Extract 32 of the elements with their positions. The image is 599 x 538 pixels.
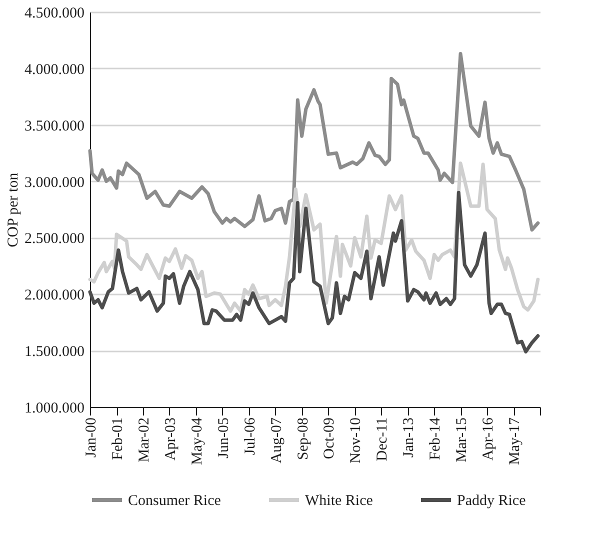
x-tick-label: May-17 xyxy=(507,417,524,465)
x-tick-label: Mar-15 xyxy=(454,418,470,462)
legend-label: White Rice xyxy=(305,493,374,509)
x-tick-label: Jun-05 xyxy=(216,418,232,458)
line-series xyxy=(88,52,540,232)
x-tick-label: Dec-11 xyxy=(374,418,391,462)
x-tick-label: Sep-08 xyxy=(295,418,312,460)
x-tick-label: May-04 xyxy=(189,417,206,465)
x-tick-label: Apr-16 xyxy=(480,417,497,461)
line-series xyxy=(88,190,540,354)
legend-label: Paddy Rice xyxy=(457,493,526,509)
y-tick-label: 1.000.000 xyxy=(24,400,84,416)
y-axis-title: COP per ton xyxy=(6,172,22,248)
x-tick-label: Jan-13 xyxy=(401,418,418,458)
x-tick-label: Feb-14 xyxy=(428,417,444,460)
line-series xyxy=(88,161,540,313)
x-tick-label: Aug-07 xyxy=(268,417,285,464)
x-tick-label: Feb-01 xyxy=(110,418,126,460)
legend-label: Consumer Rice xyxy=(128,493,222,509)
x-tick-label: Oct-09 xyxy=(322,418,338,460)
y-tick-label: 2.000.000 xyxy=(24,288,84,304)
y-tick-label: 4.000.000 xyxy=(24,62,84,78)
x-tick-label: Nov-10 xyxy=(348,418,364,464)
x-tick-label: Mar-02 xyxy=(136,418,152,462)
x-tick-label: Apr-03 xyxy=(162,418,179,461)
y-tick-label: 3.500.000 xyxy=(24,118,84,134)
y-tick-label: 4.500.000 xyxy=(24,6,84,22)
y-tick-label: 3.000.000 xyxy=(24,174,84,191)
y-tick-label: 1.500.000 xyxy=(24,344,84,360)
x-tick-label: Jan-00 xyxy=(84,418,100,458)
x-tick-label: Jul-06 xyxy=(242,417,258,455)
y-tick-label: 2.500.000 xyxy=(24,231,84,248)
